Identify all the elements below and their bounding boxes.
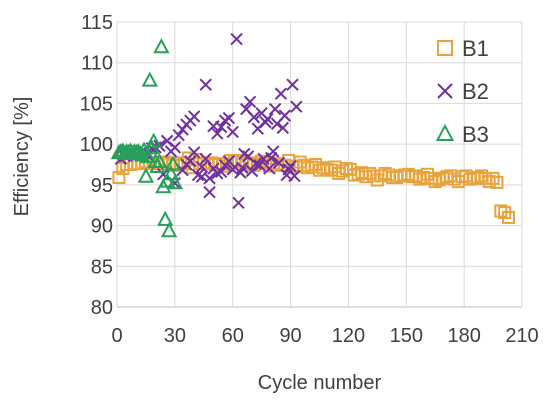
- series-b2: [114, 32, 303, 209]
- point-b2: [286, 78, 299, 91]
- y-tick-label: 85: [91, 256, 113, 278]
- x-tick-label: 90: [279, 325, 301, 347]
- point-b2: [168, 141, 182, 154]
- point-b2: [263, 162, 276, 175]
- point-b1: [502, 210, 515, 224]
- point-b2: [274, 87, 288, 100]
- point-b1: [486, 171, 500, 185]
- point-b1: [112, 171, 126, 185]
- point-b2: [278, 109, 291, 122]
- legend-label-b1: B1: [462, 36, 489, 61]
- y-tick-label: 115: [81, 12, 113, 34]
- point-b2: [288, 169, 301, 183]
- tick-labels: 80 85 90 95 100 105 110 115 0 30 60 90 120 150 180 210: [80, 12, 539, 347]
- point-b2: [284, 159, 297, 173]
- legend: B1 B2 B3: [435, 36, 489, 147]
- point-b2: [203, 185, 216, 199]
- point-b2: [222, 111, 236, 125]
- point-b2: [234, 166, 247, 179]
- point-b2: [230, 32, 243, 46]
- point-b2: [232, 196, 245, 209]
- point-b2: [195, 160, 209, 174]
- point-b2: [195, 170, 209, 183]
- point-b3: [139, 148, 157, 164]
- x-tick-label: 150: [390, 325, 423, 347]
- point-b2: [157, 168, 170, 181]
- point-b2: [226, 163, 239, 176]
- point-b2: [265, 151, 278, 165]
- legend-item-b3: B3: [435, 122, 489, 147]
- x-tick-label: 30: [164, 325, 186, 347]
- point-b3: [164, 155, 182, 171]
- point-b3: [151, 152, 168, 169]
- y-axis-title: Efficiency [%]: [11, 97, 33, 217]
- point-b2: [249, 157, 263, 170]
- point-b2: [203, 172, 216, 185]
- y-tick-label: 100: [80, 134, 113, 156]
- legend-label-b3: B3: [462, 122, 489, 147]
- point-b2: [272, 156, 286, 170]
- legend-item-b2: B2: [437, 79, 489, 104]
- point-b2: [191, 168, 205, 182]
- x-axis-title: Cycle number: [258, 372, 382, 394]
- x-tick-label: 120: [332, 325, 365, 347]
- y-tick-label: 90: [91, 216, 113, 238]
- legend-item-b1: B1: [437, 36, 489, 61]
- point-b1: [482, 175, 496, 189]
- point-b2: [290, 100, 303, 113]
- point-b2: [268, 102, 282, 116]
- point-b3: [157, 210, 174, 226]
- point-b1: [494, 204, 508, 218]
- x-tick-label: 60: [222, 325, 244, 347]
- point-b3: [137, 167, 155, 183]
- point-b2: [214, 165, 228, 179]
- point-b3: [145, 132, 162, 148]
- point-b2: [187, 146, 201, 159]
- point-b2: [261, 112, 274, 126]
- point-b2: [276, 121, 290, 135]
- x-tick-label: 210: [505, 325, 538, 347]
- point-b3: [141, 71, 158, 87]
- point-b2: [184, 155, 197, 168]
- point-b2: [253, 159, 266, 172]
- point-b2: [226, 125, 239, 139]
- x-tick-label: 0: [111, 325, 122, 347]
- data-marks: [110, 32, 515, 238]
- point-b2: [247, 111, 261, 124]
- y-tick-label: 110: [81, 53, 113, 75]
- point-b1: [170, 158, 184, 172]
- legend-label-b2: B2: [462, 79, 489, 104]
- point-b2: [245, 164, 259, 178]
- legend-x-marker: [437, 83, 453, 99]
- point-b2: [199, 152, 212, 166]
- point-b2: [238, 147, 251, 161]
- point-b2: [211, 127, 224, 140]
- legend-square-marker: [437, 40, 453, 56]
- point-b2: [199, 78, 212, 91]
- point-b2: [172, 128, 185, 142]
- point-b3: [160, 222, 178, 238]
- series-b3: [110, 38, 184, 238]
- point-b3: [153, 38, 170, 54]
- point-b1: [490, 175, 504, 189]
- y-tick-label: 105: [80, 93, 113, 115]
- y-tick-label: 95: [91, 175, 113, 197]
- point-b2: [187, 110, 201, 123]
- point-b2: [243, 95, 257, 109]
- point-b1: [370, 173, 384, 187]
- point-b2: [207, 162, 220, 175]
- point-b3: [166, 174, 184, 190]
- x-tick-label: 180: [447, 325, 480, 347]
- point-b3: [158, 172, 176, 188]
- y-tick-label: 80: [91, 297, 113, 319]
- point-b3: [162, 165, 180, 181]
- point-b2: [222, 155, 236, 168]
- legend-triangle-marker: [435, 123, 455, 141]
